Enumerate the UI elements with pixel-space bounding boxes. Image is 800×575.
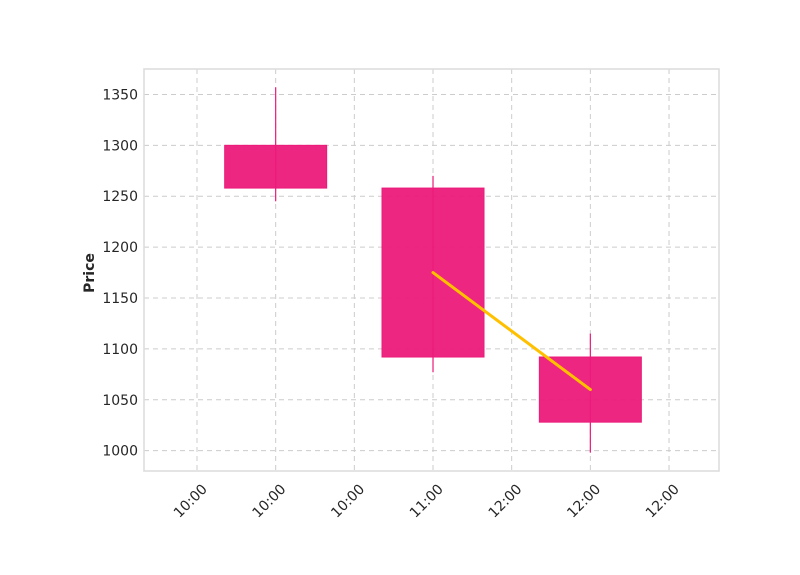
x-tick-label: 12:00 <box>643 481 683 521</box>
x-tick-label: 10:00 <box>328 481 368 521</box>
y-tick-labels: 1000 1050 1100 1150 1200 1250 1300 1350 <box>102 87 138 459</box>
x-tick-labels: 10:00 10:00 10:00 11:00 12:00 12:00 12:00 <box>171 481 683 521</box>
y-axis-title: Price <box>82 253 98 293</box>
trend-line-series <box>431 271 592 392</box>
y-tick-label: 1100 <box>102 342 138 358</box>
candle-body <box>224 144 328 189</box>
y-tick-label: 1250 <box>102 189 138 205</box>
trend-line <box>431 271 592 392</box>
x-tick-label: 10:00 <box>171 481 211 521</box>
y-tick-label: 1000 <box>102 444 138 460</box>
grid <box>144 69 719 471</box>
plot-frame <box>143 68 720 472</box>
y-tick-label: 1300 <box>102 138 138 154</box>
x-tick-label: 12:00 <box>564 481 604 521</box>
y-tick-label: 1050 <box>102 393 138 409</box>
y-tick-label: 1350 <box>102 87 138 103</box>
x-tick-label: 11:00 <box>407 481 447 521</box>
y-tick-label: 1200 <box>102 240 138 256</box>
x-tick-label: 12:00 <box>486 481 526 521</box>
x-tick-label: 10:00 <box>250 481 290 521</box>
y-tick-label: 1150 <box>102 291 138 307</box>
